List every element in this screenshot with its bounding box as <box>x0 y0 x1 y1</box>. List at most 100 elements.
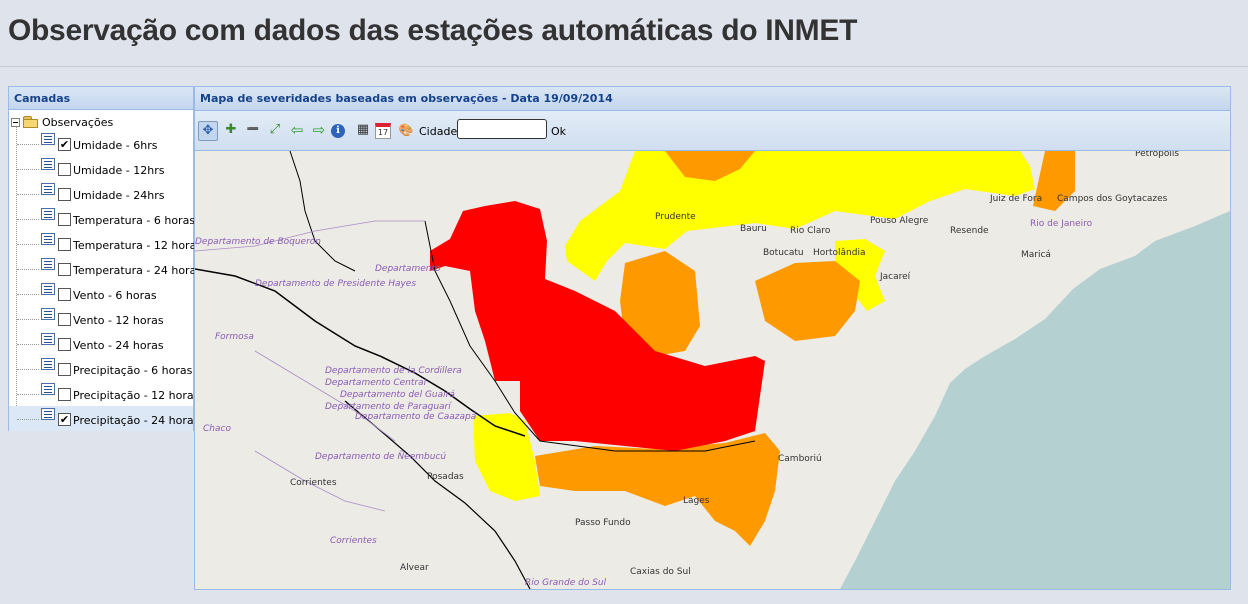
zoom-out-icon[interactable]: ➖ <box>246 124 260 135</box>
layer-checkbox[interactable] <box>58 213 71 226</box>
layer-checkbox[interactable] <box>58 163 71 176</box>
river-border-line <box>344 400 531 589</box>
severity-orange-northeast <box>1033 151 1075 211</box>
label-camboriu: Camboriú <box>778 454 822 464</box>
layer-label: Vento - 24 horas <box>73 339 164 352</box>
city-search-input[interactable] <box>457 119 547 139</box>
collapse-icon[interactable] <box>11 117 20 127</box>
layer-checkbox[interactable] <box>58 363 71 376</box>
tree-connector <box>16 126 17 426</box>
next-view-icon[interactable]: ⇨ <box>312 121 326 139</box>
layer-item-vento-12h[interactable]: Vento - 12 horas <box>9 306 193 331</box>
info-icon[interactable]: ℹ <box>331 124 345 138</box>
layers-panel-header: Camadas <box>9 87 193 110</box>
layer-legend-icon <box>41 208 55 220</box>
layer-checkbox[interactable] <box>58 313 71 326</box>
label-corrientes-city: Corrientes <box>290 478 337 488</box>
tree-root-label: Observações <box>42 115 114 129</box>
severity-orange-center <box>620 251 700 356</box>
pan-icon[interactable]: ✥ <box>198 121 218 141</box>
label-dep-pres-hayes: Departamento de Presidente Hayes <box>255 279 416 289</box>
layer-label: Umidade - 6hrs <box>73 139 158 152</box>
label-dep-boqueron: Departamento de Boquerón <box>195 236 321 247</box>
label-alvear: Alvear <box>400 563 429 573</box>
label-rio-claro: Rio Claro <box>790 226 831 236</box>
label-dep-central: Departamento Central <box>325 378 427 388</box>
layer-checkbox[interactable] <box>58 263 71 276</box>
layer-legend-icon <box>41 183 55 195</box>
label-dep-cordillera: Departamento de la Cordillera <box>325 366 462 376</box>
label-corrientes: Corrientes <box>330 536 377 546</box>
country-border-line <box>195 268 526 437</box>
label-prudente: Prudente <box>655 212 696 222</box>
calendar-icon[interactable]: 17 <box>375 123 391 139</box>
label-botucatu: Botucatu <box>763 248 804 258</box>
layer-item-umidade-24hrs[interactable]: Umidade - 24hrs <box>9 181 193 206</box>
map-toolbar: ✥ ✚ ➖ ⤢ ⇦ ⇨ ℹ ▦ 17 🎨 Cidade: Ok <box>195 111 1230 151</box>
severity-yellow-east <box>835 239 885 311</box>
layer-legend-icon <box>41 308 55 320</box>
layer-item-precipitacao-6h[interactable]: Precipitação - 6 horas <box>9 356 193 381</box>
layer-legend-icon <box>41 283 55 295</box>
layer-label: Umidade - 12hrs <box>73 164 165 177</box>
map-panel-header: Mapa de severidades baseadas em observaç… <box>195 87 1230 111</box>
layer-item-vento-6h[interactable]: Vento - 6 horas <box>9 281 193 306</box>
label-formosa: Formosa <box>215 332 254 342</box>
layer-legend-icon <box>41 133 55 145</box>
grid-icon[interactable]: ▦ <box>356 122 370 137</box>
layer-legend-icon <box>41 333 55 345</box>
label-jacarei: Jacareí <box>879 272 911 282</box>
label-juiz-de-fora: Juiz de Fora <box>989 194 1042 204</box>
label-resende: Resende <box>950 226 989 236</box>
layer-label: Precipitação - 6 horas <box>73 364 193 377</box>
zoom-in-icon[interactable]: ✚ <box>225 122 237 137</box>
layer-item-umidade-6hrs[interactable]: ✔ Umidade - 6hrs <box>9 131 193 156</box>
label-dep-guaira: Departamento del Guairá <box>340 390 455 400</box>
layer-item-precipitacao-24h[interactable]: ✔ Precipitação - 24 horas <box>9 406 199 431</box>
page-title: Observação com dados das estações automá… <box>8 14 858 47</box>
department-line <box>254 450 386 512</box>
zoom-extent-icon[interactable]: ⤢ <box>269 122 281 137</box>
label-caxias: Caxias do Sul <box>630 567 691 577</box>
layer-checkbox[interactable] <box>58 288 71 301</box>
layers-panel: Camadas Observações ✔ Umidade - 6hrs Umi… <box>8 86 202 431</box>
layer-item-temperatura-12h[interactable]: Temperatura - 12 horas <box>9 231 202 256</box>
layer-checkbox[interactable] <box>58 388 71 401</box>
layer-label: Temperatura - 24 horas <box>73 264 203 277</box>
department-line <box>254 350 396 442</box>
layer-checkbox[interactable] <box>58 238 71 251</box>
map-panel: Mapa de severidades baseadas em observaç… <box>194 86 1231 590</box>
layer-label: Umidade - 24hrs <box>73 189 165 202</box>
label-pouso-alegre: Pouso Alegre <box>870 216 929 226</box>
ocean-area <box>840 211 1230 589</box>
layer-label: Vento - 6 horas <box>73 289 157 302</box>
layer-checkbox[interactable]: ✔ <box>58 413 71 426</box>
department-line <box>195 220 425 252</box>
map-canvas[interactable]: Juiz de Fora Campos dos Goytacazes Bauru… <box>195 151 1230 589</box>
layer-legend-icon <box>41 258 55 270</box>
layer-label: Temperatura - 6 horas <box>73 214 196 227</box>
title-divider <box>0 66 1248 67</box>
severity-map[interactable]: Juiz de Fora Campos dos Goytacazes Bauru… <box>195 151 1230 589</box>
previous-view-icon[interactable]: ⇦ <box>290 121 304 139</box>
palette-icon[interactable]: 🎨 <box>398 123 414 137</box>
label-departamento: Departamento <box>375 264 441 274</box>
severity-yellow-north <box>427 151 1035 281</box>
layer-item-vento-24h[interactable]: Vento - 24 horas <box>9 331 193 356</box>
layer-item-temperatura-24h[interactable]: Temperatura - 24 horas <box>9 256 202 281</box>
layer-item-umidade-12hrs[interactable]: Umidade - 12hrs <box>9 156 193 181</box>
layer-checkbox[interactable] <box>58 188 71 201</box>
label-passo-fundo: Passo Fundo <box>575 518 631 528</box>
map-labels: Juiz de Fora Campos dos Goytacazes Bauru… <box>195 151 1179 588</box>
tree-root-observacoes[interactable]: Observações <box>11 113 113 131</box>
label-hortolandia: Hortolândia <box>813 248 865 258</box>
layer-legend-icon <box>41 408 55 420</box>
layer-checkbox[interactable] <box>58 338 71 351</box>
layer-checkbox[interactable]: ✔ <box>58 138 71 151</box>
layer-item-precipitacao-12h[interactable]: Precipitação - 12 horas <box>9 381 199 406</box>
state-border-line <box>424 220 756 452</box>
ok-button[interactable]: Ok <box>551 125 567 138</box>
layer-label: Temperatura - 12 horas <box>73 239 203 252</box>
label-rio-de-janeiro: Rio de Janeiro <box>1030 219 1093 229</box>
layer-item-temperatura-6h[interactable]: Temperatura - 6 horas <box>9 206 196 231</box>
